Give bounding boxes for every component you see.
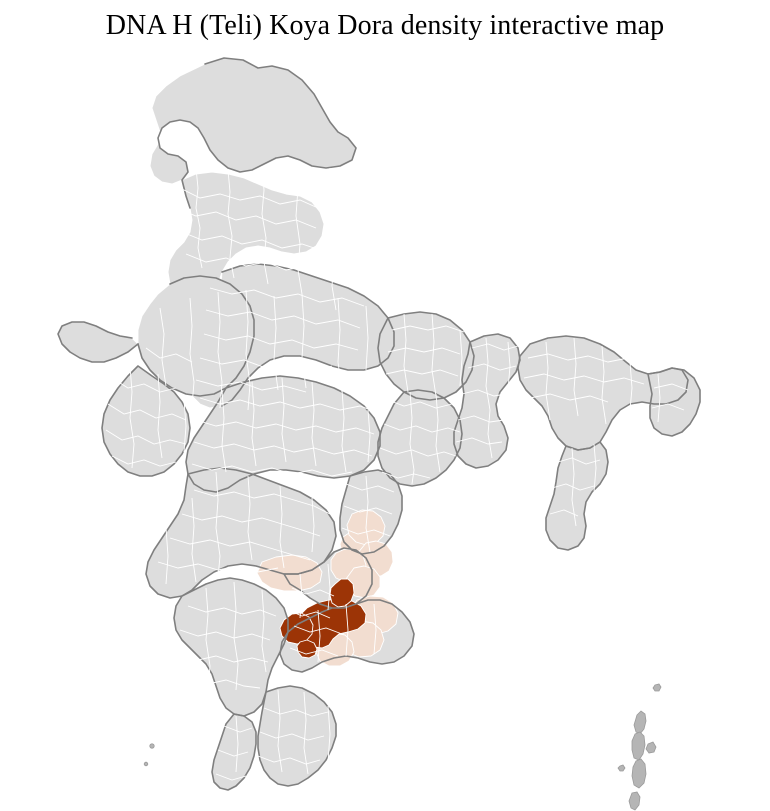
boundary-telangana-andhra [279,547,415,673]
island-andaman-east-small [645,741,657,754]
lakshadweep-islands [143,743,155,767]
island-andaman-north [633,710,647,735]
island-lakshadweep-dot-2 [143,761,149,767]
district-grid [105,159,689,781]
focus-district-core-north-arm[interactable] [329,578,355,608]
boundary-west-bengal [453,333,521,469]
boundary-northeast-south [545,441,609,551]
district-north-plains[interactable] [167,171,325,303]
boundary-jk [157,57,357,209]
island-small-west-dot [617,764,626,772]
boundary-up-mp [221,263,395,407]
india-density-map[interactable] [0,48,770,811]
india-map-group[interactable] [0,48,770,811]
andaman-nicobar-islands [617,683,662,811]
map-svg[interactable] [0,48,770,811]
island-little-andaman [628,791,641,811]
boundary-mp [185,375,381,493]
boundary-rajasthan [137,275,255,397]
boundary-northeast-east [647,367,701,437]
island-lakshadweep-dot-1 [149,743,155,749]
boundary-gujarat [57,321,191,477]
focus-district-core-south-tip[interactable] [296,639,318,659]
boundary-odisha [377,389,463,487]
island-andaman-middle [631,731,646,761]
boundary-maharashtra [145,467,337,599]
boundary-assam [517,335,689,451]
page-title: DNA H (Teli) Koya Dora density interacti… [105,10,665,41]
island-andaman-south [631,758,647,789]
island-small-north-dot [652,683,662,692]
boundary-tamilnadu [257,685,337,787]
state-boundaries [57,57,701,791]
boundary-bihar-jharkhand [377,311,475,401]
shaded-west[interactable] [256,554,323,592]
boundary-chhattisgarh [339,469,403,555]
boundary-kerala [211,713,257,791]
